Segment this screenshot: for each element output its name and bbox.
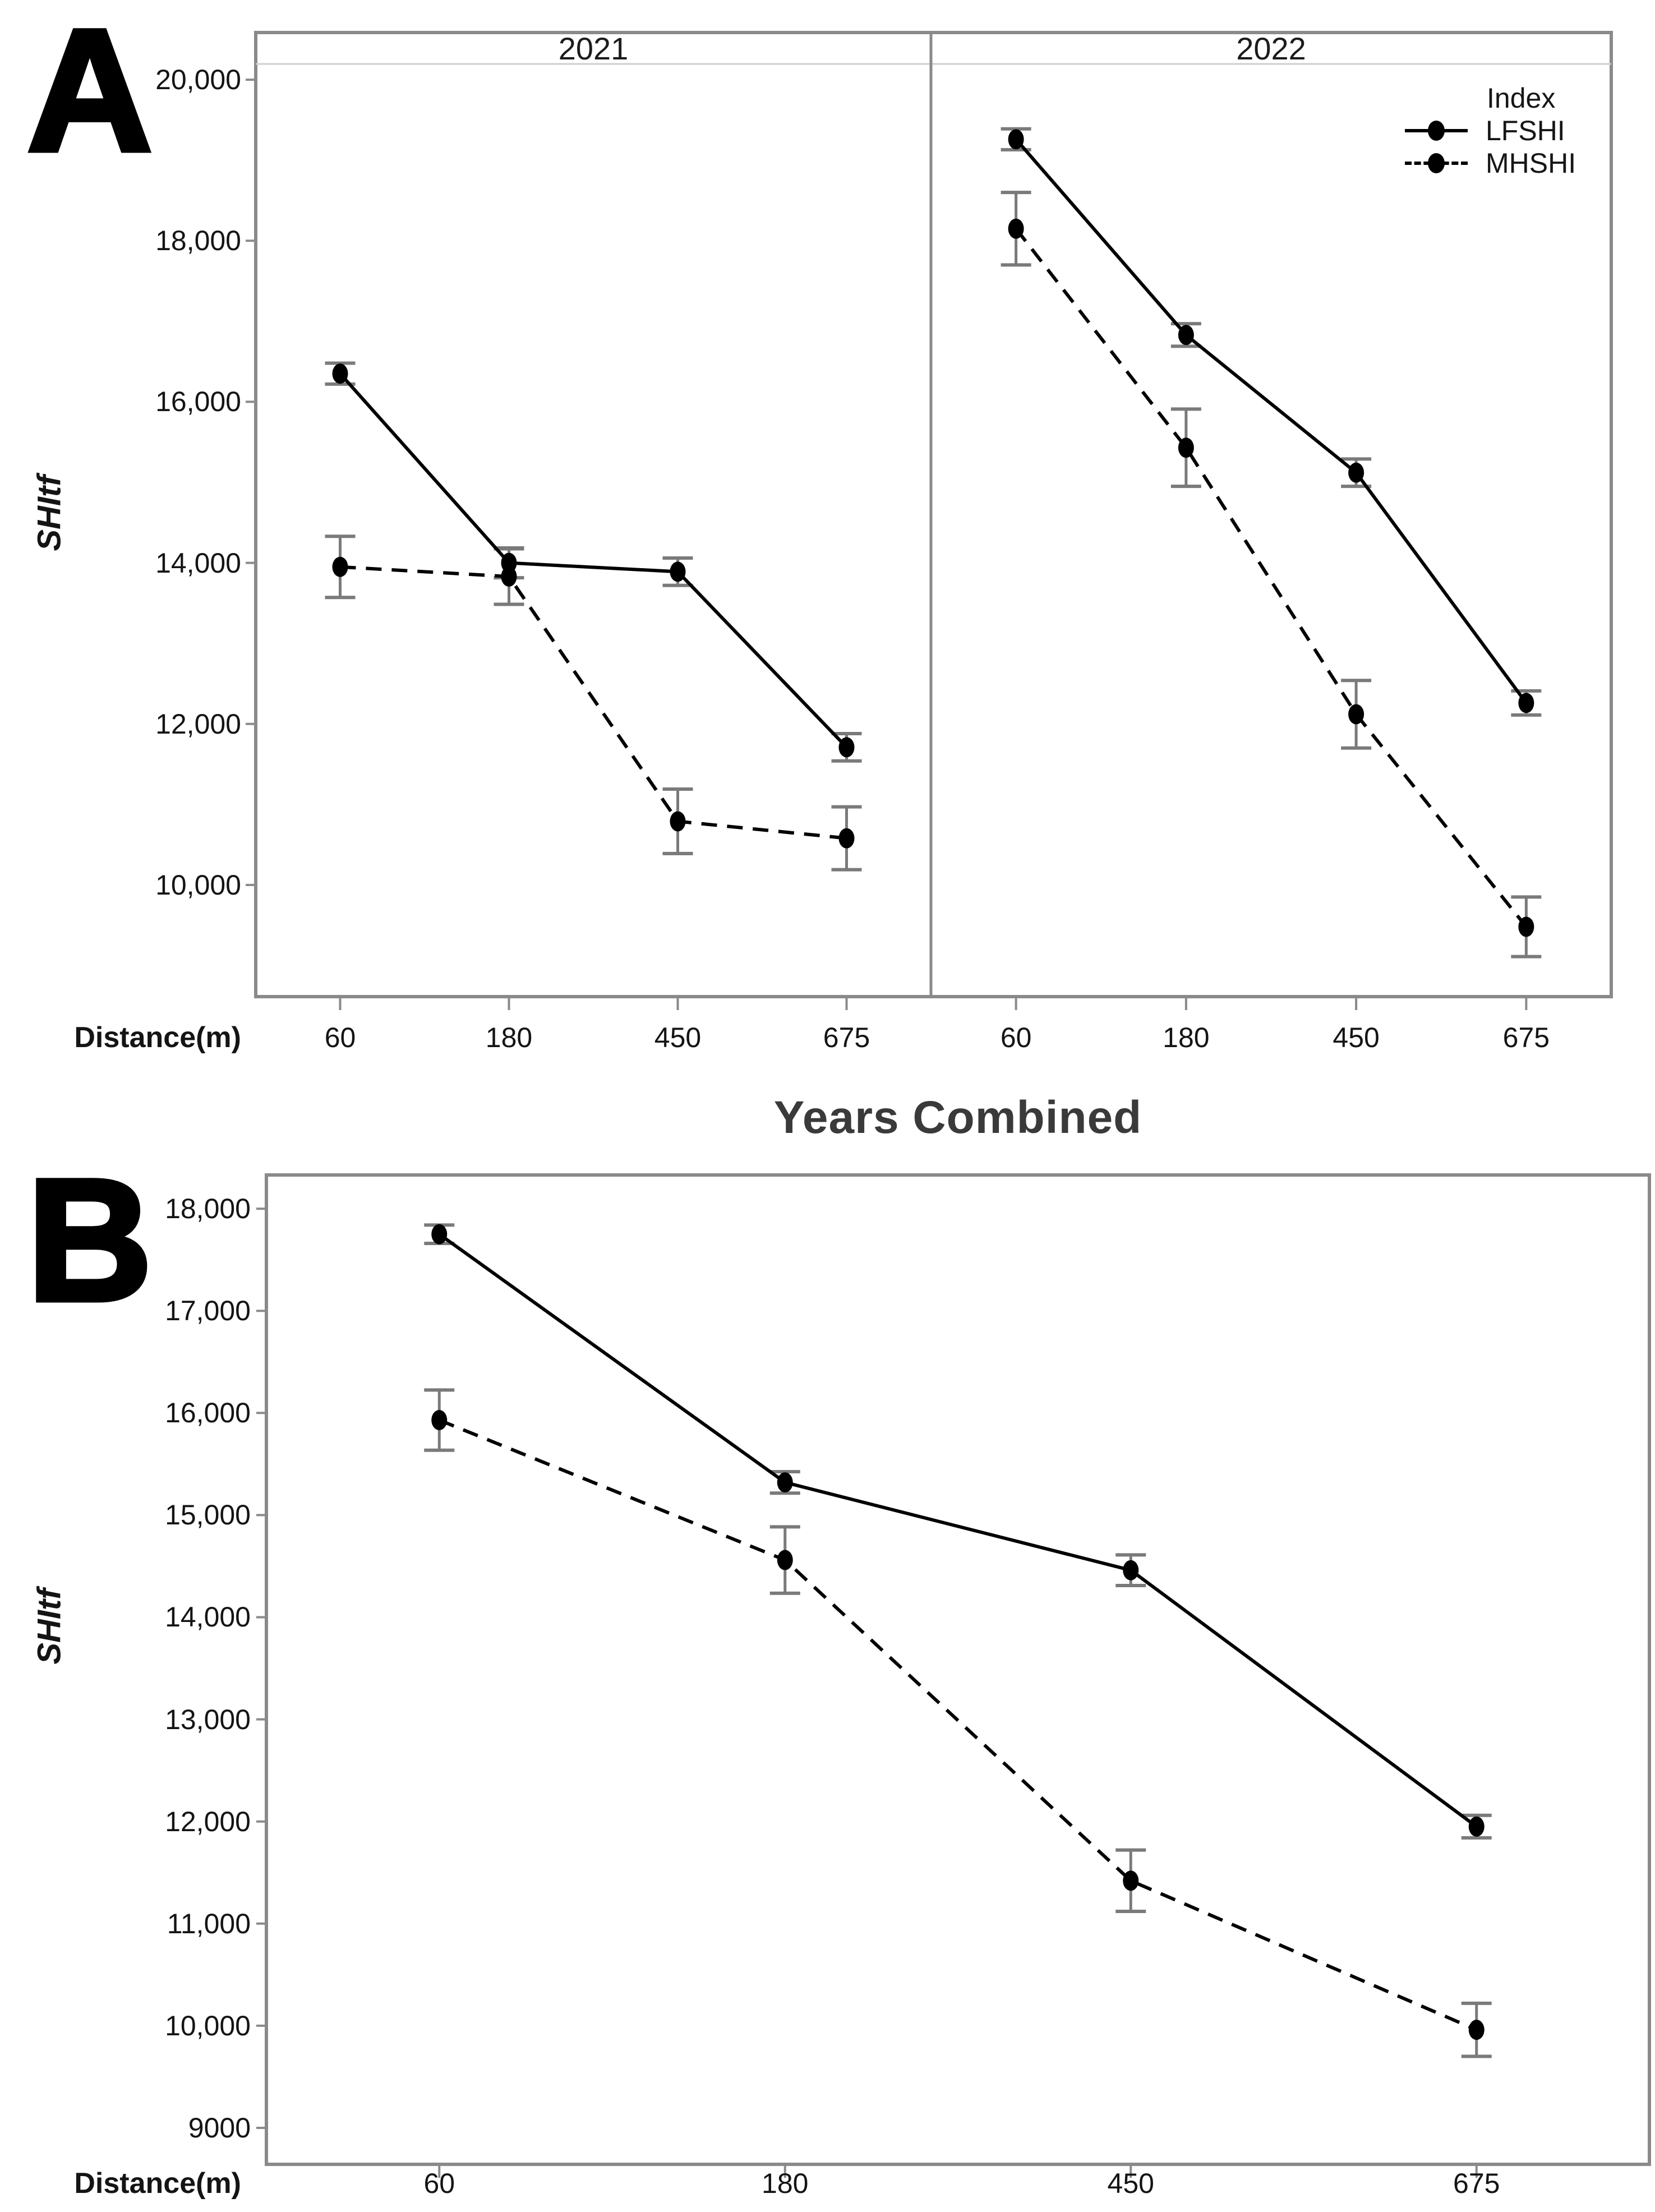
panel-a-x-tick-label: 675 (1502, 1022, 1550, 1053)
panel-b-y-tick-label: 10,000 (165, 2010, 251, 2042)
panel-a-y-tick-label: 10,000 (155, 869, 241, 901)
legend-item-mhshi: MHSHI (1405, 147, 1576, 179)
panel-b-title: Years Combined (773, 1092, 1142, 1143)
panel-a-x-tick-label: 60 (1000, 1022, 1032, 1053)
lfshi-solid-line-marker-icon (1405, 114, 1468, 147)
panel-a-y-tick-label: 14,000 (155, 547, 241, 579)
y-axis-title-panel-a: SHItf (31, 475, 68, 551)
panel-b-y-tick-label: 17,000 (165, 1295, 251, 1327)
legend-label-lfshi: LFSHI (1486, 115, 1565, 146)
panel-a-y-tick-label: 16,000 (155, 386, 241, 418)
panel-a-x-tick-label: 450 (654, 1022, 702, 1053)
panel-b-label: B (25, 1142, 155, 1337)
panel-a-x-tick-label: 180 (485, 1022, 533, 1053)
panel-a-x-tick-label: 675 (823, 1022, 870, 1053)
panel-b-x-tick-label: 180 (762, 2168, 809, 2199)
panel-b-y-tick-label: 13,000 (165, 1703, 251, 1735)
panel-a-y-tick-label: 20,000 (155, 64, 241, 96)
panel-b-y-tick-label: 12,000 (165, 1805, 251, 1837)
panel-b-x-tick-label: 60 (423, 2168, 455, 2199)
x-axis-title-panel-b: Distance(m) (74, 2167, 241, 2200)
legend-title: Index (1487, 82, 1556, 114)
panel-b-y-tick-label: 16,000 (165, 1397, 251, 1429)
panel-b-y-tick-label: 11,000 (167, 1907, 251, 1939)
mhshi-dashed-line-marker-icon (1405, 147, 1468, 179)
legend-label-mhshi: MHSHI (1486, 148, 1576, 179)
panel-a-x-tick-label: 450 (1333, 1022, 1380, 1053)
panel-a-y-tick-label: 12,000 (155, 708, 241, 740)
panel-b-y-tick-label: 18,000 (165, 1193, 251, 1225)
panel-b-x-tick-label: 450 (1107, 2168, 1154, 2199)
panel-a-x-tick-label: 180 (1163, 1022, 1210, 1053)
panel-a-label: A (25, 0, 155, 187)
panel-a-x-tick-label: 60 (324, 1022, 356, 1053)
panel-a-y-tick-label: 18,000 (155, 225, 241, 257)
x-axis-title-panel-a: Distance(m) (74, 1021, 241, 1054)
panel-b-x-tick-label: 675 (1453, 2168, 1500, 2199)
legend-item-lfshi: LFSHI (1405, 114, 1576, 147)
legend: Index LFSHI MHSHI (1405, 82, 1576, 179)
panel-b-y-tick-label: 9000 (188, 2112, 251, 2144)
facet-label-2021: 2021 (558, 31, 629, 66)
panel-b-y-tick-label: 14,000 (165, 1601, 251, 1633)
panel-b-y-tick-label: 15,000 (165, 1499, 251, 1531)
facet-label-2022: 2022 (1236, 31, 1306, 66)
